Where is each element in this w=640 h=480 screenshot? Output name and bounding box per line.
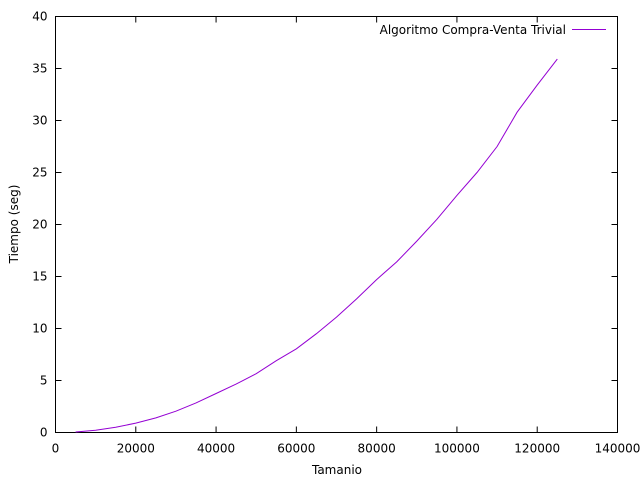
x-tick-label: 100000 — [434, 442, 480, 456]
y-tick-label: 25 — [32, 166, 47, 180]
x-tick-label: 0 — [52, 442, 60, 456]
y-tick-label: 0 — [40, 426, 48, 440]
y-tick-label: 35 — [32, 62, 47, 76]
y-axis-label: Tiempo (seg) — [7, 185, 21, 265]
y-tick-label: 15 — [32, 270, 47, 284]
legend: Algoritmo Compra-Venta Trivial — [380, 23, 606, 37]
y-tick-label: 20 — [32, 218, 47, 232]
x-axis: 0 20000 40000 60000 80000 100000 120000 140000 — [52, 16, 640, 456]
y-axis: 0 5 10 15 20 25 30 35 40 — [32, 10, 618, 440]
x-tick-label: 20000 — [117, 442, 155, 456]
y-tick-label: 30 — [32, 114, 47, 128]
x-tick-label: 80000 — [358, 442, 396, 456]
x-axis-label: Tamanio — [311, 463, 362, 477]
y-tick-label: 10 — [32, 322, 47, 336]
series-group — [75, 58, 558, 433]
x-tick-label: 60000 — [277, 442, 315, 456]
plot-frame — [55, 16, 618, 433]
x-tick-label: 140000 — [595, 442, 640, 456]
y-tick-label: 40 — [32, 10, 47, 24]
x-tick-label: 40000 — [197, 442, 235, 456]
x-tick-label: 120000 — [514, 442, 560, 456]
series-line — [75, 58, 558, 433]
legend-label: Algoritmo Compra-Venta Trivial — [380, 23, 566, 37]
y-tick-label: 5 — [40, 374, 48, 388]
